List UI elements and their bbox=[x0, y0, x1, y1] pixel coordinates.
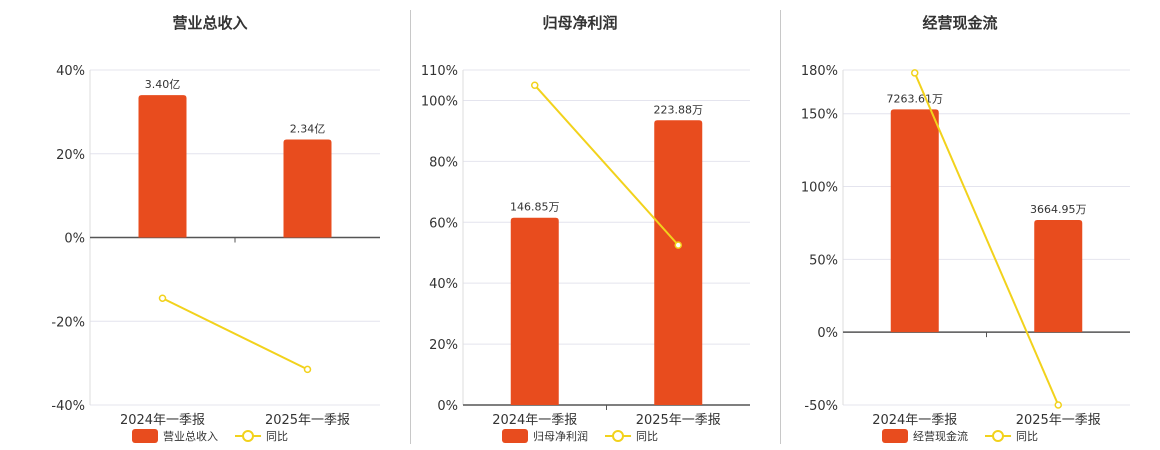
line-point bbox=[158, 294, 167, 302]
y-tick-label: 20% bbox=[56, 148, 85, 163]
line-point bbox=[303, 365, 312, 374]
x-tick-label: 2024年一季报 bbox=[492, 413, 577, 428]
bar bbox=[890, 109, 939, 333]
y-tick-label: 100% bbox=[801, 181, 838, 196]
bar bbox=[283, 139, 332, 238]
legend: 经营现金流 同比 bbox=[882, 429, 1038, 443]
legend-bar-label: 经营现金流 bbox=[913, 429, 968, 443]
bar-data-label: 7263.61万 bbox=[887, 92, 944, 105]
y-tick-label: 40% bbox=[429, 277, 458, 292]
y-tick-label: 0% bbox=[64, 232, 85, 247]
line-point bbox=[674, 241, 682, 249]
bar bbox=[1034, 220, 1083, 333]
legend-line-label: 同比 bbox=[636, 430, 658, 443]
legend-bar-label: 营业总收入 bbox=[163, 429, 218, 443]
legend-line-label: 同比 bbox=[266, 430, 288, 443]
x-tick-label: 2024年一季报 bbox=[120, 413, 205, 428]
panel-divider-2 bbox=[780, 10, 781, 444]
chart-2: 归母净利润 0% 20% 40% 60% 80% 100% 110% 146.85万 223.88… bbox=[421, 14, 750, 443]
chart-title: 营业总收入 bbox=[172, 14, 247, 32]
y-tick-label: 0% bbox=[437, 399, 458, 414]
bar bbox=[654, 120, 703, 405]
y-tick-label: 80% bbox=[429, 155, 458, 170]
y-tick-label: 20% bbox=[429, 338, 458, 353]
bar-data-label: 3664.95万 bbox=[1030, 203, 1087, 216]
legend-bar-swatch bbox=[132, 429, 158, 443]
bar-data-label: 2.34亿 bbox=[290, 123, 326, 136]
line-point bbox=[911, 69, 919, 77]
legend: 归母净利润 同比 bbox=[502, 429, 658, 443]
legend-bar-swatch bbox=[502, 429, 528, 443]
legend-line-marker bbox=[612, 430, 624, 442]
chart-title: 归母净利润 bbox=[542, 14, 617, 32]
x-tick-label: 2025年一季报 bbox=[636, 413, 721, 428]
y-tick-label: 100% bbox=[421, 94, 458, 109]
line-series bbox=[534, 84, 679, 246]
y-tick-label: 60% bbox=[429, 216, 458, 231]
legend-bar-swatch bbox=[882, 429, 908, 443]
y-tick-label: -40% bbox=[51, 399, 85, 414]
chart-title: 经营现金流 bbox=[922, 14, 997, 32]
x-tick-label: 2024年一季报 bbox=[872, 413, 957, 428]
line-point bbox=[1054, 401, 1062, 409]
bar-data-label: 146.85万 bbox=[510, 201, 560, 214]
bar-data-label: 223.88万 bbox=[654, 103, 704, 116]
y-tick-label: 180% bbox=[801, 64, 838, 79]
y-tick-label: 0% bbox=[817, 326, 838, 341]
line-point bbox=[531, 81, 539, 89]
legend: 营业总收入 同比 bbox=[132, 429, 288, 443]
legend-line-marker bbox=[242, 430, 254, 442]
y-tick-label: 40% bbox=[56, 64, 85, 79]
bar bbox=[138, 95, 187, 238]
bar-data-label: 3.40亿 bbox=[145, 78, 181, 91]
x-tick-label: 2025年一季报 bbox=[1016, 413, 1101, 428]
line-series bbox=[913, 72, 1060, 406]
chart-1: 营业总收入 -40% -20% 0% 20% 40% 3.40亿 2.34亿 2024年一季报 2… bbox=[51, 14, 380, 443]
y-tick-label: 50% bbox=[809, 253, 838, 268]
bar bbox=[510, 217, 559, 405]
legend-line-label: 同比 bbox=[1016, 430, 1038, 443]
panel-divider-1 bbox=[410, 10, 411, 444]
y-tick-label: -20% bbox=[51, 315, 85, 330]
legend-line-marker bbox=[992, 430, 1004, 442]
y-tick-label: 150% bbox=[801, 108, 838, 123]
legend-bar-label: 归母净利润 bbox=[533, 429, 588, 443]
chart-3: 经营现金流 -50% 0% 50% 100% 150% 180% 7263.61万 3664.9… bbox=[801, 14, 1130, 443]
y-tick-label: -50% bbox=[804, 399, 838, 414]
x-tick-label: 2025年一季报 bbox=[265, 413, 350, 428]
line-series bbox=[162, 297, 308, 371]
y-tick-label: 110% bbox=[421, 64, 458, 79]
